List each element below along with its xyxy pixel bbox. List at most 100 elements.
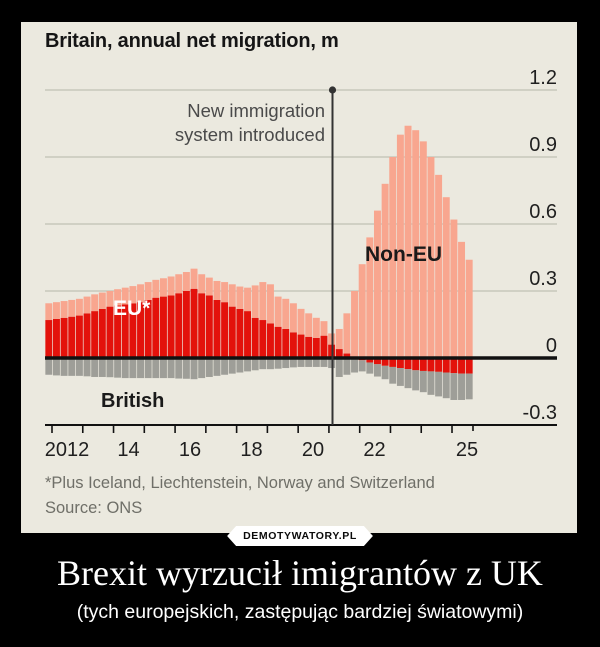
annotation-line2: system introduced (174, 124, 325, 145)
bar-eu (129, 303, 137, 358)
bar-eu (114, 305, 122, 358)
bar-non-eu (404, 125, 412, 359)
bar-non-eu (221, 282, 229, 303)
bar-british (297, 358, 305, 367)
annotation-text: New immigration system introduced (175, 99, 325, 147)
bar-british (435, 371, 443, 397)
bar-eu-negative (419, 358, 427, 371)
x-tick-label: 18 (240, 439, 262, 461)
bar-british (98, 358, 106, 377)
bar-non-eu (419, 141, 427, 358)
bar-non-eu (182, 272, 190, 292)
bar-british (381, 365, 389, 380)
bar-non-eu (175, 274, 183, 294)
bar-british (396, 368, 404, 386)
bar-british (450, 373, 458, 400)
bar-non-eu (213, 280, 221, 300)
watermark-badge: DEMOTYWATORY.PL (227, 526, 373, 546)
bar-non-eu (60, 301, 68, 318)
bar-non-eu (282, 298, 290, 329)
bar-non-eu (68, 299, 76, 317)
bar-non-eu (465, 259, 473, 358)
bar-eu (221, 302, 229, 358)
bar-british (442, 372, 450, 399)
bar-eu-negative (435, 358, 443, 372)
y-tick-label: 0.6 (529, 201, 557, 223)
bar-eu-negative (373, 358, 381, 365)
bar-non-eu (75, 298, 83, 316)
bar-british (144, 358, 152, 379)
bar-non-eu (458, 241, 466, 358)
bar-british (198, 358, 206, 379)
bar-eu-negative (396, 358, 404, 369)
bar-british (121, 358, 129, 379)
bar-non-eu (167, 276, 175, 296)
bar-non-eu (297, 308, 305, 335)
bar-non-eu (251, 285, 259, 318)
bar-eu (213, 299, 221, 358)
bar-eu-negative (458, 358, 466, 374)
bar-non-eu (358, 264, 366, 358)
y-tick-label: -0.3 (523, 402, 557, 424)
bar-non-eu (320, 321, 328, 336)
bar-non-eu (159, 278, 167, 297)
bar-eu (274, 326, 282, 358)
bar-british (190, 358, 198, 380)
bar-non-eu (152, 279, 160, 298)
bar-eu (83, 313, 91, 358)
bar-eu-negative (366, 358, 374, 363)
bar-eu (45, 320, 53, 358)
bar-non-eu (343, 313, 351, 354)
bar-british (412, 370, 420, 391)
bar-non-eu (91, 294, 99, 312)
bar-non-eu (98, 292, 106, 309)
bar-eu (60, 317, 68, 358)
bar-british (228, 358, 236, 374)
y-tick-label: 0.3 (529, 268, 557, 290)
bar-eu (236, 308, 244, 358)
bar-eu (343, 353, 351, 358)
chart-title: Britain, annual net migration, m (45, 30, 339, 52)
bar-british (274, 358, 282, 369)
bar-non-eu (244, 287, 252, 312)
bar-eu (266, 323, 274, 358)
bar-eu (190, 288, 198, 358)
bar-british (458, 373, 466, 400)
bar-eu (251, 317, 259, 358)
bar-non-eu (228, 284, 236, 307)
bar-british (266, 358, 274, 370)
bar-british (244, 358, 252, 372)
bar-british (236, 358, 244, 373)
bar-non-eu (381, 183, 389, 358)
bar-british (106, 358, 114, 378)
bar-british (83, 358, 91, 377)
bar-eu (335, 349, 343, 358)
bar-non-eu (266, 284, 274, 324)
x-tick-label: 14 (117, 439, 139, 461)
bar-british (137, 358, 145, 379)
bar-eu (152, 297, 160, 358)
bar-british (167, 358, 175, 379)
bar-non-eu (52, 302, 60, 319)
bar-british (129, 358, 137, 379)
bar-eu-negative (412, 358, 420, 371)
y-tick-label: 1.2 (529, 67, 557, 89)
bar-british (75, 358, 83, 376)
bar-british (52, 358, 60, 376)
bar-eu-negative (450, 358, 458, 374)
bar-non-eu (129, 286, 137, 304)
bar-non-eu (137, 284, 145, 303)
bar-non-eu (274, 296, 282, 327)
bar-eu-negative (465, 358, 473, 374)
bar-non-eu (144, 282, 152, 300)
bar-british (427, 371, 435, 395)
bar-eu (312, 337, 320, 358)
bar-british (175, 358, 183, 379)
bar-eu-negative (442, 358, 450, 373)
meme-subtitle: (tych europejskich, zastępując bardziej … (76, 601, 524, 623)
x-tick-label: 22 (363, 439, 385, 461)
bar-british (159, 358, 167, 379)
bar-british (312, 358, 320, 367)
bar-british (404, 369, 412, 389)
